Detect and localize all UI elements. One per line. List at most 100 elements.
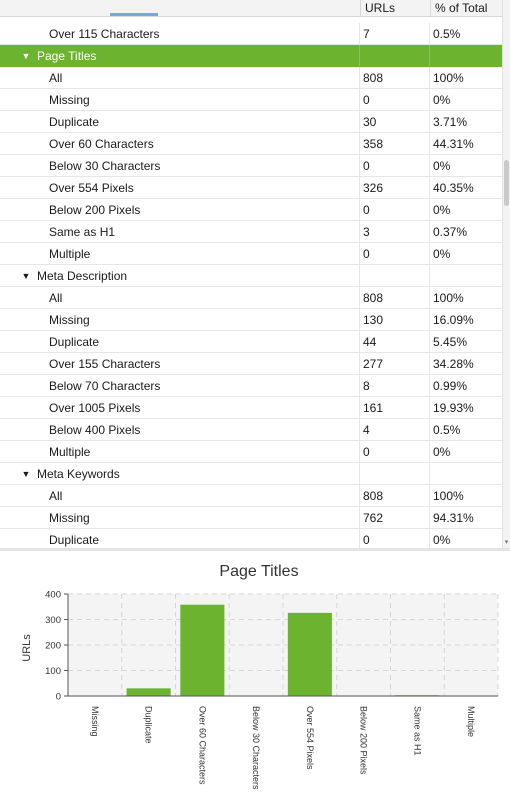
- row-label: Over 554 Pixels: [49, 181, 134, 195]
- header-selection-sliver: [110, 13, 158, 16]
- table-row[interactable]: Below 200 Pixels 0 0%: [0, 199, 502, 221]
- row-urls-cell: 4: [360, 419, 430, 440]
- table-row[interactable]: Below 70 Characters 8 0.99%: [0, 375, 502, 397]
- column-header-percent[interactable]: % of Total: [430, 0, 502, 16]
- row-urls-cell: 3: [360, 221, 430, 242]
- row-label: Over 115 Characters: [49, 27, 160, 41]
- row-name-cell: Multiple: [0, 441, 360, 462]
- row-label: Multiple: [49, 247, 91, 261]
- row-percent-cell: 0.5%: [433, 423, 461, 437]
- table-row[interactable]: Duplicate 44 5.45%: [0, 331, 502, 353]
- row-name-cell: All: [0, 67, 360, 88]
- group-label: Meta Description: [37, 269, 128, 283]
- row-label: Same as H1: [49, 225, 116, 239]
- table-row[interactable]: All 808 100%: [0, 485, 502, 507]
- y-tick-label: 200: [45, 641, 61, 652]
- table-row[interactable]: Same as H1 3 0.37%: [0, 221, 502, 243]
- row-urls-cell: 0: [360, 529, 430, 548]
- column-header-urls[interactable]: URLs: [360, 0, 430, 16]
- chart-grid: [68, 593, 499, 696]
- table-row[interactable]: Over 1005 Pixels 161 19.93%: [0, 397, 502, 419]
- bar-over-60-characters[interactable]: [180, 604, 225, 696]
- row-percent-cell: 94.31%: [433, 511, 474, 525]
- y-tick-label: 300: [45, 615, 61, 626]
- x-tick-label: Below 30 Characters: [251, 706, 261, 790]
- row-urls-cell: 0: [360, 89, 430, 110]
- row-percent-cell: 0%: [433, 159, 451, 173]
- table-row[interactable]: Multiple 0 0%: [0, 243, 502, 265]
- row-percent-cell: 0%: [433, 247, 451, 261]
- row-percent-cell: 100%: [433, 489, 464, 503]
- row-urls-cell: 326: [360, 177, 430, 198]
- row-urls-cell: 808: [360, 287, 430, 308]
- x-tick-label: Multiple: [466, 706, 476, 737]
- chart-panel: Page Titles URLs 0 100 200 300 400 Missing Dup…: [0, 551, 510, 810]
- row-name-cell: Duplicate: [0, 331, 360, 352]
- row-percent-cell: 19.93%: [433, 401, 474, 415]
- expand-triangle-icon[interactable]: ▼: [21, 271, 31, 281]
- row-name-cell: Missing: [0, 89, 360, 110]
- table-row[interactable]: Over 155 Characters 277 34.28%: [0, 353, 502, 375]
- row-name-cell: Over 155 Characters: [0, 353, 360, 374]
- table-row[interactable]: Missing 762 94.31%: [0, 507, 502, 529]
- bar-over-554-pixels[interactable]: [287, 612, 332, 696]
- panel-splitter[interactable]: [0, 548, 510, 551]
- row-urls-cell: 0: [360, 199, 430, 220]
- table-row[interactable]: Duplicate 0 0%: [0, 529, 502, 548]
- row-urls-cell: 130: [360, 309, 430, 330]
- row-label: All: [49, 489, 63, 503]
- row-percent-cell: 0%: [433, 203, 451, 217]
- row-percent-cell: 5.45%: [433, 335, 468, 349]
- row-name-cell: All: [0, 485, 360, 506]
- row-name-cell: Multiple: [0, 243, 360, 264]
- table-row[interactable]: Missing 0 0%: [0, 89, 502, 111]
- y-tick-label: 100: [45, 666, 61, 677]
- row-urls-cell: 277: [360, 353, 430, 374]
- row-name-cell: Over 60 Characters: [0, 133, 360, 154]
- table-row[interactable]: Below 400 Pixels 4 0.5%: [0, 419, 502, 441]
- table-row[interactable]: Duplicate 30 3.71%: [0, 111, 502, 133]
- row-name-cell: Over 1005 Pixels: [0, 397, 360, 418]
- row-urls-cell: 7: [360, 23, 430, 44]
- chart-axes: 0 100 200 300 400 Missing Duplicate Over 60 Cha…: [45, 590, 498, 790]
- row-urls-cell: 0: [360, 441, 430, 462]
- row-name-cell: Over 115 Characters: [0, 23, 360, 44]
- chart-y-axis-label: URLs: [21, 634, 33, 662]
- row-label: Missing: [49, 511, 90, 525]
- y-tick-label: 400: [45, 590, 61, 601]
- expand-triangle-icon[interactable]: ▼: [21, 469, 31, 479]
- tree-group-row[interactable]: ▼ Meta Keywords: [0, 463, 502, 485]
- bar-duplicate[interactable]: [126, 688, 171, 696]
- scrollbar-thumb[interactable]: [504, 160, 509, 206]
- table-row[interactable]: All 808 100%: [0, 67, 502, 89]
- table-row[interactable]: Over 554 Pixels 326 40.35%: [0, 177, 502, 199]
- column-header-bar: URLs % of Total: [0, 0, 502, 17]
- table-row[interactable]: Multiple 0 0%: [0, 441, 502, 463]
- row-label: Multiple: [49, 445, 91, 459]
- row-label: Over 60 Characters: [49, 137, 154, 151]
- y-tick-label: 0: [56, 692, 61, 703]
- table-row[interactable]: Below 30 Characters 0 0%: [0, 155, 502, 177]
- table-row[interactable]: Over 115 Characters 7 0.5%: [0, 23, 502, 45]
- row-urls-cell: [360, 463, 430, 484]
- group-label: Meta Keywords: [37, 467, 120, 481]
- row-name-cell: Below 70 Characters: [0, 375, 360, 396]
- expand-triangle-icon[interactable]: ▼: [21, 51, 31, 61]
- row-percent-cell: 0%: [433, 533, 451, 547]
- row-urls-cell: [360, 45, 430, 66]
- x-tick-label: Duplicate: [144, 706, 154, 744]
- row-name-cell: Duplicate: [0, 111, 360, 132]
- row-name-cell: Below 400 Pixels: [0, 419, 360, 440]
- row-label: All: [49, 291, 63, 305]
- tree-group-row[interactable]: ▼ Meta Description: [0, 265, 502, 287]
- row-name-cell: Below 200 Pixels: [0, 199, 360, 220]
- table-row[interactable]: All 808 100%: [0, 287, 502, 309]
- table-row[interactable]: Over 60 Characters 358 44.31%: [0, 133, 502, 155]
- tree-group-row[interactable]: ▼ Page Titles: [0, 45, 502, 67]
- x-tick-label: Below 200 Pixels: [359, 706, 369, 775]
- row-percent-cell: 44.31%: [433, 137, 474, 151]
- scroll-down-arrow-icon[interactable]: ▾: [504, 539, 509, 546]
- table-row[interactable]: Missing 130 16.09%: [0, 309, 502, 331]
- vertical-scrollbar[interactable]: ▾: [502, 0, 510, 548]
- row-percent-cell: 100%: [433, 71, 464, 85]
